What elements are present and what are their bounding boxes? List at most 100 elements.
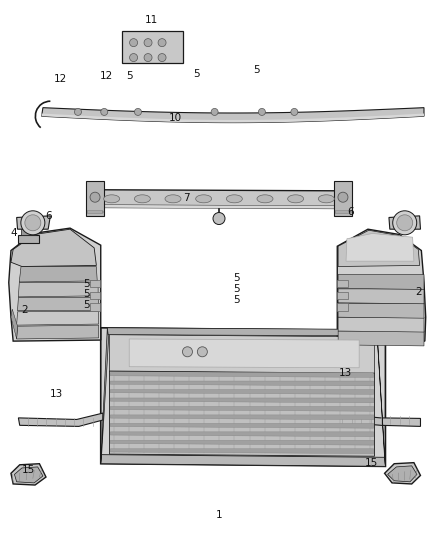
Circle shape (101, 108, 108, 116)
Polygon shape (11, 309, 18, 339)
Text: 10: 10 (169, 114, 182, 123)
Polygon shape (101, 328, 385, 466)
Text: 5: 5 (233, 273, 240, 283)
Ellipse shape (165, 195, 181, 203)
Polygon shape (90, 303, 100, 311)
Circle shape (21, 211, 45, 235)
Circle shape (90, 192, 100, 202)
Polygon shape (18, 413, 103, 426)
Text: 13: 13 (339, 368, 352, 378)
Polygon shape (110, 390, 374, 394)
Circle shape (158, 38, 166, 47)
Polygon shape (110, 415, 374, 419)
Polygon shape (18, 297, 99, 311)
Circle shape (183, 347, 192, 357)
Text: 7: 7 (183, 193, 190, 203)
Circle shape (291, 108, 298, 116)
Text: 1: 1 (215, 511, 223, 520)
Circle shape (130, 38, 138, 47)
Polygon shape (337, 292, 348, 299)
Polygon shape (17, 311, 99, 325)
Polygon shape (90, 280, 100, 287)
Polygon shape (385, 463, 420, 484)
Circle shape (25, 215, 41, 231)
Text: 5: 5 (193, 69, 200, 78)
Circle shape (134, 108, 141, 116)
Polygon shape (18, 235, 39, 243)
Polygon shape (338, 317, 424, 332)
Polygon shape (11, 464, 46, 485)
Circle shape (74, 108, 81, 116)
Polygon shape (110, 407, 374, 411)
Ellipse shape (318, 195, 334, 203)
Polygon shape (129, 339, 359, 368)
Polygon shape (110, 381, 374, 386)
Polygon shape (19, 266, 97, 282)
Text: 5: 5 (233, 295, 240, 304)
Polygon shape (14, 467, 43, 483)
Polygon shape (17, 216, 50, 229)
Text: 5: 5 (83, 289, 90, 299)
Text: 11: 11 (145, 15, 158, 25)
Polygon shape (42, 108, 424, 123)
Polygon shape (335, 211, 351, 213)
Text: 15: 15 (365, 458, 378, 467)
Circle shape (397, 215, 413, 231)
Polygon shape (338, 303, 424, 318)
Polygon shape (101, 328, 109, 464)
Polygon shape (337, 303, 348, 311)
Circle shape (144, 38, 152, 47)
Polygon shape (42, 114, 424, 123)
Polygon shape (338, 230, 420, 266)
Polygon shape (346, 233, 414, 261)
Polygon shape (18, 282, 98, 297)
Ellipse shape (257, 195, 273, 203)
Polygon shape (90, 292, 100, 299)
Polygon shape (21, 229, 36, 235)
Polygon shape (101, 455, 385, 466)
Text: 2: 2 (415, 287, 422, 297)
Text: 15: 15 (22, 465, 35, 475)
Ellipse shape (226, 195, 242, 203)
Ellipse shape (104, 195, 120, 203)
Polygon shape (388, 466, 417, 482)
Polygon shape (332, 413, 420, 426)
Circle shape (130, 53, 138, 62)
Text: 12: 12 (54, 74, 67, 84)
Ellipse shape (134, 195, 150, 203)
Circle shape (338, 192, 348, 202)
Polygon shape (338, 331, 424, 346)
Ellipse shape (288, 195, 304, 203)
Text: 4: 4 (11, 229, 18, 238)
Polygon shape (338, 289, 424, 304)
Polygon shape (122, 31, 183, 63)
Polygon shape (389, 216, 420, 229)
Text: 5: 5 (83, 300, 90, 310)
Circle shape (158, 53, 166, 62)
Circle shape (144, 53, 152, 62)
Polygon shape (17, 325, 99, 339)
Text: 6: 6 (347, 207, 354, 217)
Text: 5: 5 (233, 284, 240, 294)
Polygon shape (110, 373, 374, 377)
Polygon shape (11, 229, 96, 266)
Circle shape (198, 347, 207, 357)
Polygon shape (110, 371, 374, 456)
Circle shape (393, 211, 417, 235)
Text: 5: 5 (126, 71, 133, 80)
Polygon shape (110, 440, 374, 445)
Polygon shape (337, 280, 348, 287)
Polygon shape (110, 335, 374, 373)
Polygon shape (110, 423, 374, 428)
Text: 5: 5 (83, 279, 90, 288)
Polygon shape (96, 205, 341, 209)
Polygon shape (377, 329, 385, 466)
Ellipse shape (196, 195, 212, 203)
Polygon shape (338, 274, 424, 289)
Polygon shape (86, 181, 104, 216)
Polygon shape (110, 432, 374, 437)
Circle shape (213, 213, 225, 224)
Circle shape (258, 108, 265, 116)
Polygon shape (110, 398, 374, 403)
Polygon shape (96, 190, 341, 208)
